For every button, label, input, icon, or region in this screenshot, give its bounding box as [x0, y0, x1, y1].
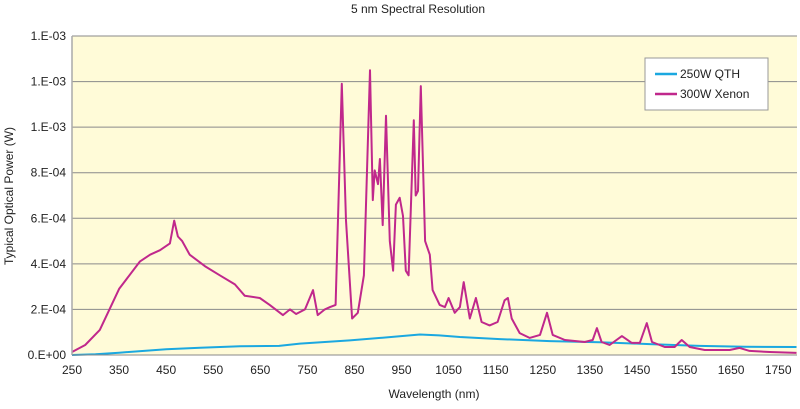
series-line-xenon — [71, 69, 797, 354]
x-tick-label: 550 — [203, 363, 223, 377]
legend: 250W QTH 300W Xenon — [644, 57, 769, 111]
x-tick-label: 1050 — [435, 363, 462, 377]
x-tick-label: 850 — [344, 363, 364, 377]
y-tick-label: 6.E-04 — [31, 211, 67, 225]
y-tick-label: 4.E-04 — [31, 257, 67, 271]
x-tick-label: 1550 — [671, 363, 698, 377]
x-tick-label: 1250 — [529, 363, 556, 377]
x-tick-label: 1150 — [483, 363, 509, 377]
x-tick-label: 950 — [392, 363, 412, 377]
chart-title: 5 nm Spectral Resolution — [351, 2, 485, 16]
y-tick-label: 2.E-04 — [31, 302, 67, 316]
x-tick-label: 750 — [297, 363, 317, 377]
series-line-qth — [71, 333, 797, 356]
x-tick-label: 1450 — [624, 363, 651, 377]
x-tick-label: 250 — [62, 363, 82, 377]
y-tick-label: 1.E-03 — [31, 29, 67, 43]
x-tick-label: 1350 — [577, 363, 604, 377]
y-tick-label: 8.E-04 — [31, 166, 67, 180]
y-tick-label: 1.E-03 — [31, 75, 67, 89]
x-tick-label: 1650 — [718, 363, 745, 377]
x-tick-label: 450 — [156, 363, 176, 377]
y-tick-label: 1.E-03 — [31, 120, 67, 134]
series-lines — [71, 69, 797, 356]
x-axis-label: Wavelength (nm) — [389, 387, 480, 401]
x-tick-label: 650 — [250, 363, 270, 377]
legend-label-qth: 250W QTH — [680, 67, 740, 81]
x-axis-ticks: 250 350 450 550 650 750 850 950 1050 1150 1250 1350… — [62, 363, 792, 377]
x-tick-label: 1750 — [765, 363, 792, 377]
legend-label-xenon: 300W Xenon — [680, 87, 749, 101]
x-tick-label: 350 — [109, 363, 129, 377]
y-tick-label: 0.E+00 — [28, 348, 67, 362]
y-axis-label: Typical Optical Power (W) — [2, 127, 16, 265]
y-axis-ticks: 0.E+00 2.E-04 4.E-04 6.E-04 8.E-04 1.E-03 1.E-… — [28, 29, 67, 362]
